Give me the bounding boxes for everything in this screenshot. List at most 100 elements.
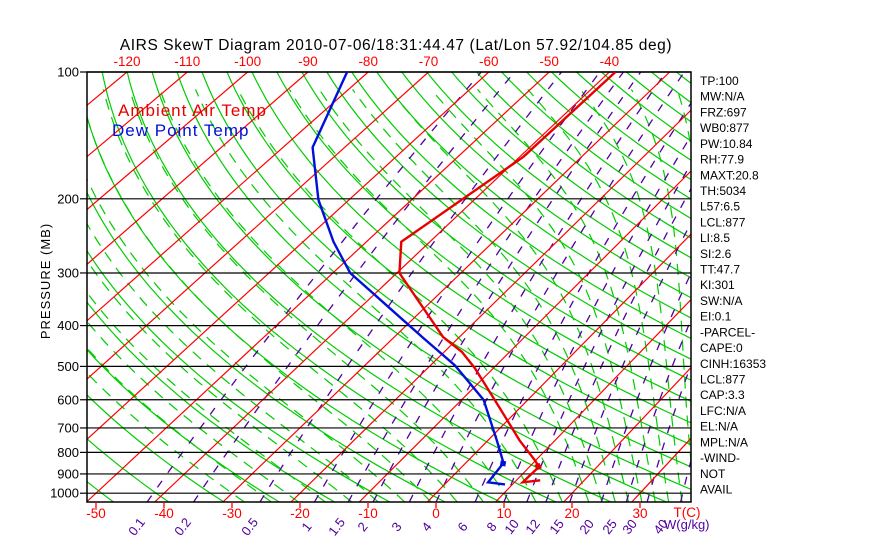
isotherm-lines xyxy=(87,72,870,502)
mixing-ratio-line xyxy=(146,72,482,502)
dry-adiabat-line xyxy=(451,72,691,259)
top-temp-axis: -120 -110 -100 -90 -80 -70 -60 -50 -40 xyxy=(113,54,619,69)
pressure-tick-label: 800 xyxy=(57,445,79,460)
mixing-ratio-line xyxy=(569,221,691,502)
dry-adiabat-line xyxy=(576,72,691,161)
mixing-ratio-line xyxy=(503,134,691,502)
skewt-parameter: EI:0.1 xyxy=(700,310,732,324)
skewt-parameter: TP:100 xyxy=(700,74,739,88)
moist-adiabat-line xyxy=(579,89,683,502)
pressure-axis-label: PRESSURE (MB) xyxy=(38,223,53,339)
bottom-temp-tick-label: 10 xyxy=(496,506,511,521)
bottom-temp-tick-label: -20 xyxy=(290,506,310,521)
moist-adiabat-lines xyxy=(87,89,691,502)
mixing-ratio-unit-label: W(g/kg) xyxy=(664,517,710,532)
mixing-ratio-lines xyxy=(146,72,691,502)
dry-adiabat-line xyxy=(426,72,691,279)
page-title: AIRS SkewT Diagram 2010-07-06/18:31:44.4… xyxy=(120,37,672,54)
mixing-ratio-tick-label: 4 xyxy=(418,519,434,534)
isotherm-line xyxy=(222,72,671,502)
dry-adiabat-line xyxy=(751,72,870,502)
dry-adiabat-line xyxy=(476,72,691,239)
plot-border xyxy=(86,71,692,503)
top-temp-tick-label: -100 xyxy=(234,54,261,69)
isotherm-line xyxy=(563,366,691,502)
isotherm-line xyxy=(87,72,550,502)
mixing-ratio-tick-label: 0.2 xyxy=(171,515,194,538)
isotherm-line xyxy=(768,72,870,502)
mixing-ratio-line xyxy=(372,72,642,502)
isotherm-line xyxy=(87,72,128,107)
moist-adiabat-line xyxy=(288,89,590,502)
moist-adiabat-line xyxy=(527,89,670,502)
top-temp-tick-label: -50 xyxy=(539,54,559,69)
isotherm-line xyxy=(87,72,369,322)
dry-adiabat-line xyxy=(326,72,691,360)
skewt-parameter: -PARCEL- xyxy=(700,325,755,339)
skewt-parameter: LI:8.5 xyxy=(700,231,730,245)
bottom-temp-tick-label: -30 xyxy=(222,506,242,521)
dry-adiabat-line xyxy=(526,72,691,200)
dry-adiabat-line xyxy=(87,191,446,502)
mixing-ratio-tick-label: 2 xyxy=(354,519,370,534)
isotherm-line xyxy=(426,233,691,502)
mixing-ratio-tick-label: 6 xyxy=(454,519,470,534)
skewt-parameter: NOT xyxy=(700,467,726,481)
moist-adiabat-line xyxy=(194,89,537,502)
dry-adiabat-line xyxy=(826,72,870,502)
top-temp-tick-label: -60 xyxy=(479,54,499,69)
isotherm-line xyxy=(358,170,691,502)
dry-adiabat-line xyxy=(176,72,691,491)
moist-adiabat-line xyxy=(630,89,691,468)
top-temp-tick-label: -80 xyxy=(358,54,378,69)
bottom-temp-tick-label: -40 xyxy=(154,506,174,521)
mixing-ratio-tick-label: 0.1 xyxy=(125,515,148,538)
isotherm-line xyxy=(87,72,309,266)
bottom-temp-tick-label: -10 xyxy=(358,506,378,521)
moist-adiabat-line xyxy=(87,177,406,502)
top-temp-tick-label: -40 xyxy=(600,54,620,69)
mixing-ratio-tick-label: 1 xyxy=(298,519,314,534)
skewt-parameter: FRZ:697 xyxy=(700,105,747,119)
dry-adiabat-line xyxy=(801,72,870,502)
dry-adiabat-line xyxy=(276,72,691,403)
moist-adiabat-line xyxy=(87,320,299,502)
mixing-ratio-line xyxy=(313,72,601,502)
dry-adiabat-line xyxy=(301,72,691,381)
mixing-ratio-tick-label: 3 xyxy=(388,519,404,534)
mixing-ratio-line xyxy=(259,72,563,502)
dry-adiabat-line xyxy=(201,72,691,468)
temp-unit-label: T(C) xyxy=(674,505,701,520)
bottom-temp-axis: -50 -40 -30 -20 -10 0 10 20 30 xyxy=(86,502,648,521)
skewt-parameter: LFC:N/A xyxy=(700,404,746,418)
isotherm-line xyxy=(87,72,248,211)
dry-adiabat-line xyxy=(87,301,336,502)
dry-adiabat-line xyxy=(251,72,691,424)
legend-ambient-temp-label: Ambient Air Temp xyxy=(118,101,267,120)
pressure-tick-label: 200 xyxy=(57,191,79,206)
isotherm-line xyxy=(87,72,188,158)
ambient-temp-curve xyxy=(398,72,617,484)
bottom-temp-tick-label: 0 xyxy=(432,506,440,521)
isotherm-line xyxy=(87,72,429,380)
moist-adiabat-line xyxy=(129,89,484,502)
ambient-temp-curve-surface-marker xyxy=(534,462,542,471)
mixing-ratio-line xyxy=(646,363,691,502)
dry-adiabat-line xyxy=(226,72,691,446)
legend-dew-point-label: Dew Point Temp xyxy=(112,121,249,140)
pressure-tick-label: 400 xyxy=(57,318,79,333)
skewt-parameter: CAPE:0 xyxy=(700,341,743,355)
skewt-parameter: KI:301 xyxy=(700,278,735,292)
dew-point-curve xyxy=(311,72,507,486)
dry-adiabat-line xyxy=(501,72,691,220)
bottom-temp-tick-label: 20 xyxy=(564,506,579,521)
isotherm-line xyxy=(495,298,691,502)
bottom-temp-tick-label: 30 xyxy=(632,506,647,521)
skewt-parameter: SI:2.6 xyxy=(700,247,732,261)
mixing-ratio-axis: 0.1 0.2 0.5 1 1.5 2 3 4 6 8 10 12 15 20 25 30 40 xyxy=(125,515,671,538)
mixing-ratio-line xyxy=(435,72,685,502)
moist-adiabat-line xyxy=(87,372,245,502)
